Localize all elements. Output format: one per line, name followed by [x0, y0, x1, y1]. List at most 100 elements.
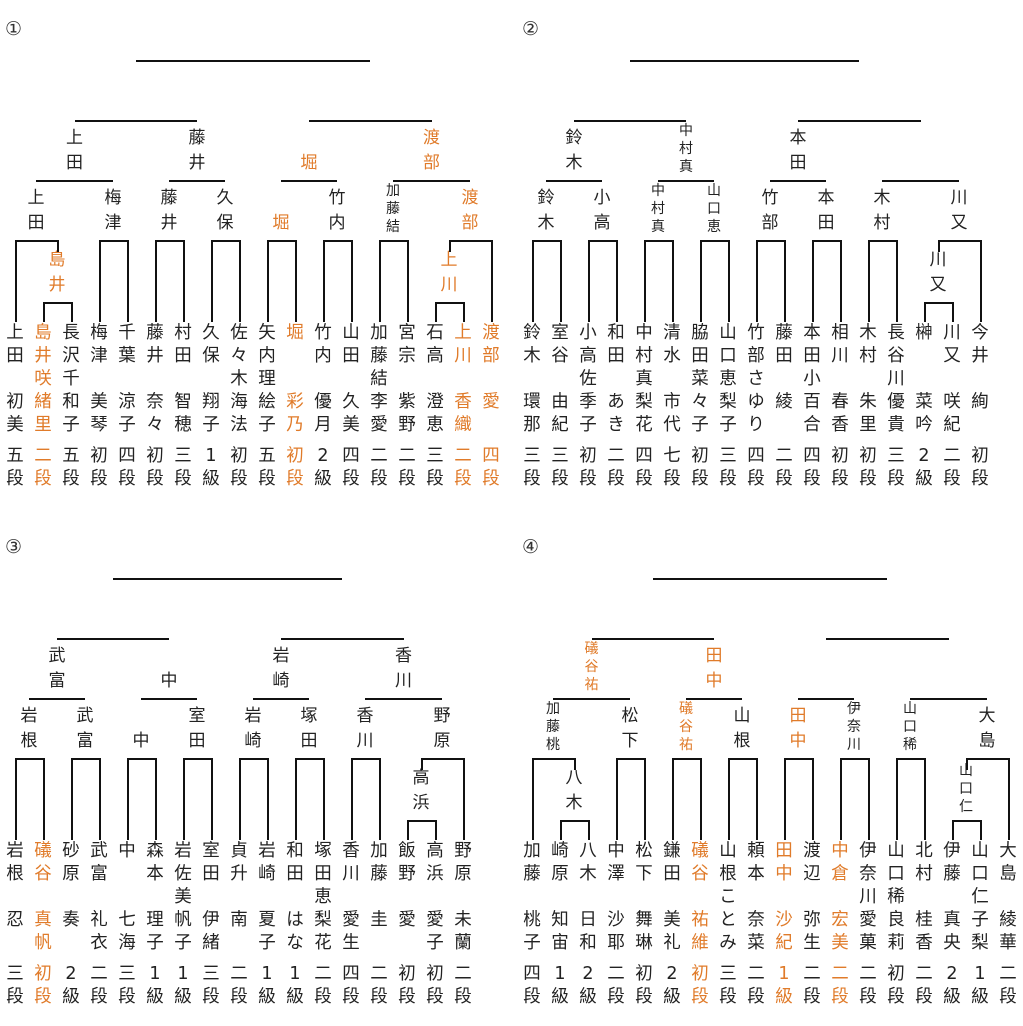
player-rank: 四段: [523, 964, 541, 1007]
player-given-name: 咲紀: [943, 392, 961, 435]
player-name: 山根こ: [719, 841, 737, 907]
round2-winner: 山根: [733, 706, 751, 751]
bracket-line: [309, 120, 432, 122]
round2-winner: 中: [132, 731, 150, 751]
bracket-line: [980, 836, 982, 840]
round3-winner: 中村真: [679, 123, 693, 175]
bracket-line: [938, 240, 982, 242]
bracket-line: [812, 836, 814, 840]
player-given-name: 理子: [146, 910, 164, 953]
round3-winner: 藤井: [188, 128, 206, 173]
bracket-line: [281, 638, 404, 640]
bracket-line: [463, 318, 465, 322]
player-given-name: 彩乃: [286, 392, 304, 435]
bracket-line: [211, 318, 213, 322]
round3-winner: 武富: [48, 646, 66, 691]
round2-winner: 松下: [621, 706, 639, 751]
player-rank: 初段: [90, 446, 108, 489]
player-name: 長谷川: [887, 323, 905, 389]
player-rank: 四段: [342, 964, 360, 1007]
bracket-line: [532, 836, 534, 840]
player-given-name: 弥生: [803, 910, 821, 953]
bracket-line: [127, 318, 129, 322]
bracket-line: [99, 758, 101, 836]
bracket-line: [728, 240, 730, 318]
player-rank: 二段: [34, 446, 52, 489]
bracket-line: [784, 318, 786, 322]
round2-winner: 大島: [978, 706, 996, 751]
bracket-line: [43, 836, 45, 840]
bracket-line: [57, 240, 59, 252]
player-name: 和田: [607, 323, 625, 366]
bracket-line: [798, 120, 921, 122]
bracket-line: [1008, 836, 1010, 840]
bracket-line: [365, 698, 442, 700]
player-given-name: 海法: [230, 392, 248, 435]
player-name: 礒谷: [34, 841, 52, 884]
bracket-line: [351, 758, 353, 836]
player-name: 八木: [579, 841, 597, 884]
bracket-line: [239, 758, 241, 836]
round2-winner: 香川: [356, 706, 374, 751]
bracket-line: [351, 318, 353, 322]
bracket-line: [728, 758, 758, 760]
player-rank: 初段: [887, 964, 905, 1007]
player-rank: 二段: [999, 964, 1017, 1007]
player-given-name: 愛子: [426, 910, 444, 953]
player-name: 久保: [202, 323, 220, 366]
bracket-line: [644, 318, 646, 322]
player-rank: 二段: [398, 446, 416, 489]
player-given-name: 沙耶: [607, 910, 625, 953]
bracket-line: [952, 820, 954, 836]
player-name: 岩佐美: [174, 841, 192, 907]
player-rank: 三段: [719, 964, 737, 1007]
bracket-line: [616, 758, 618, 836]
round2-winner: 岩崎: [244, 706, 262, 751]
round3-winner: 中: [160, 671, 178, 691]
player-rank: 五段: [258, 446, 276, 489]
bracket-line: [141, 698, 197, 700]
player-rank: 初段: [691, 446, 709, 489]
player-name: 山口仁: [971, 841, 989, 907]
bracket-line: [435, 836, 437, 840]
player-name: 加藤結: [370, 323, 388, 389]
bracket-line: [980, 318, 982, 322]
player-name: 頼本: [747, 841, 765, 884]
bracket-line: [393, 180, 470, 182]
round3-winner: 鈴木: [565, 128, 583, 173]
player-name: 高浜: [426, 841, 444, 884]
player-name: 長沢千: [62, 323, 80, 389]
bracket-line: [588, 836, 590, 840]
player-name: 矢内理: [258, 323, 276, 389]
player-given-name: 李愛: [370, 392, 388, 435]
bracket-line: [840, 758, 842, 836]
round2-winner: 伊奈川: [847, 701, 861, 753]
bracket-line: [784, 758, 786, 836]
player-name: 崎原: [551, 841, 569, 884]
bracket-line: [560, 318, 562, 322]
player-rank: 初段: [971, 446, 989, 489]
bracket-line: [588, 240, 590, 318]
player-rank: 二段: [915, 964, 933, 1007]
bracket-line: [588, 240, 618, 242]
round2-winner: 武富: [76, 706, 94, 751]
bracket-line: [952, 302, 954, 318]
player-given-name: 綾華: [999, 910, 1017, 953]
bracket-line: [435, 820, 437, 836]
player-given-name: 宏美: [831, 910, 849, 953]
player-name: 飯野: [398, 841, 416, 884]
player-rank: 四段: [482, 446, 500, 489]
bracket-line: [323, 836, 325, 840]
bracket-line: [99, 836, 101, 840]
bracket-line: [155, 836, 157, 840]
bracket-line: [700, 836, 702, 840]
prelim-winner: 山口仁: [959, 763, 973, 815]
bracket-line: [135, 60, 371, 62]
round2-winner: 久保: [216, 188, 234, 233]
player-given-name: 知宙: [551, 910, 569, 953]
player-given-name: 環那: [523, 392, 541, 435]
